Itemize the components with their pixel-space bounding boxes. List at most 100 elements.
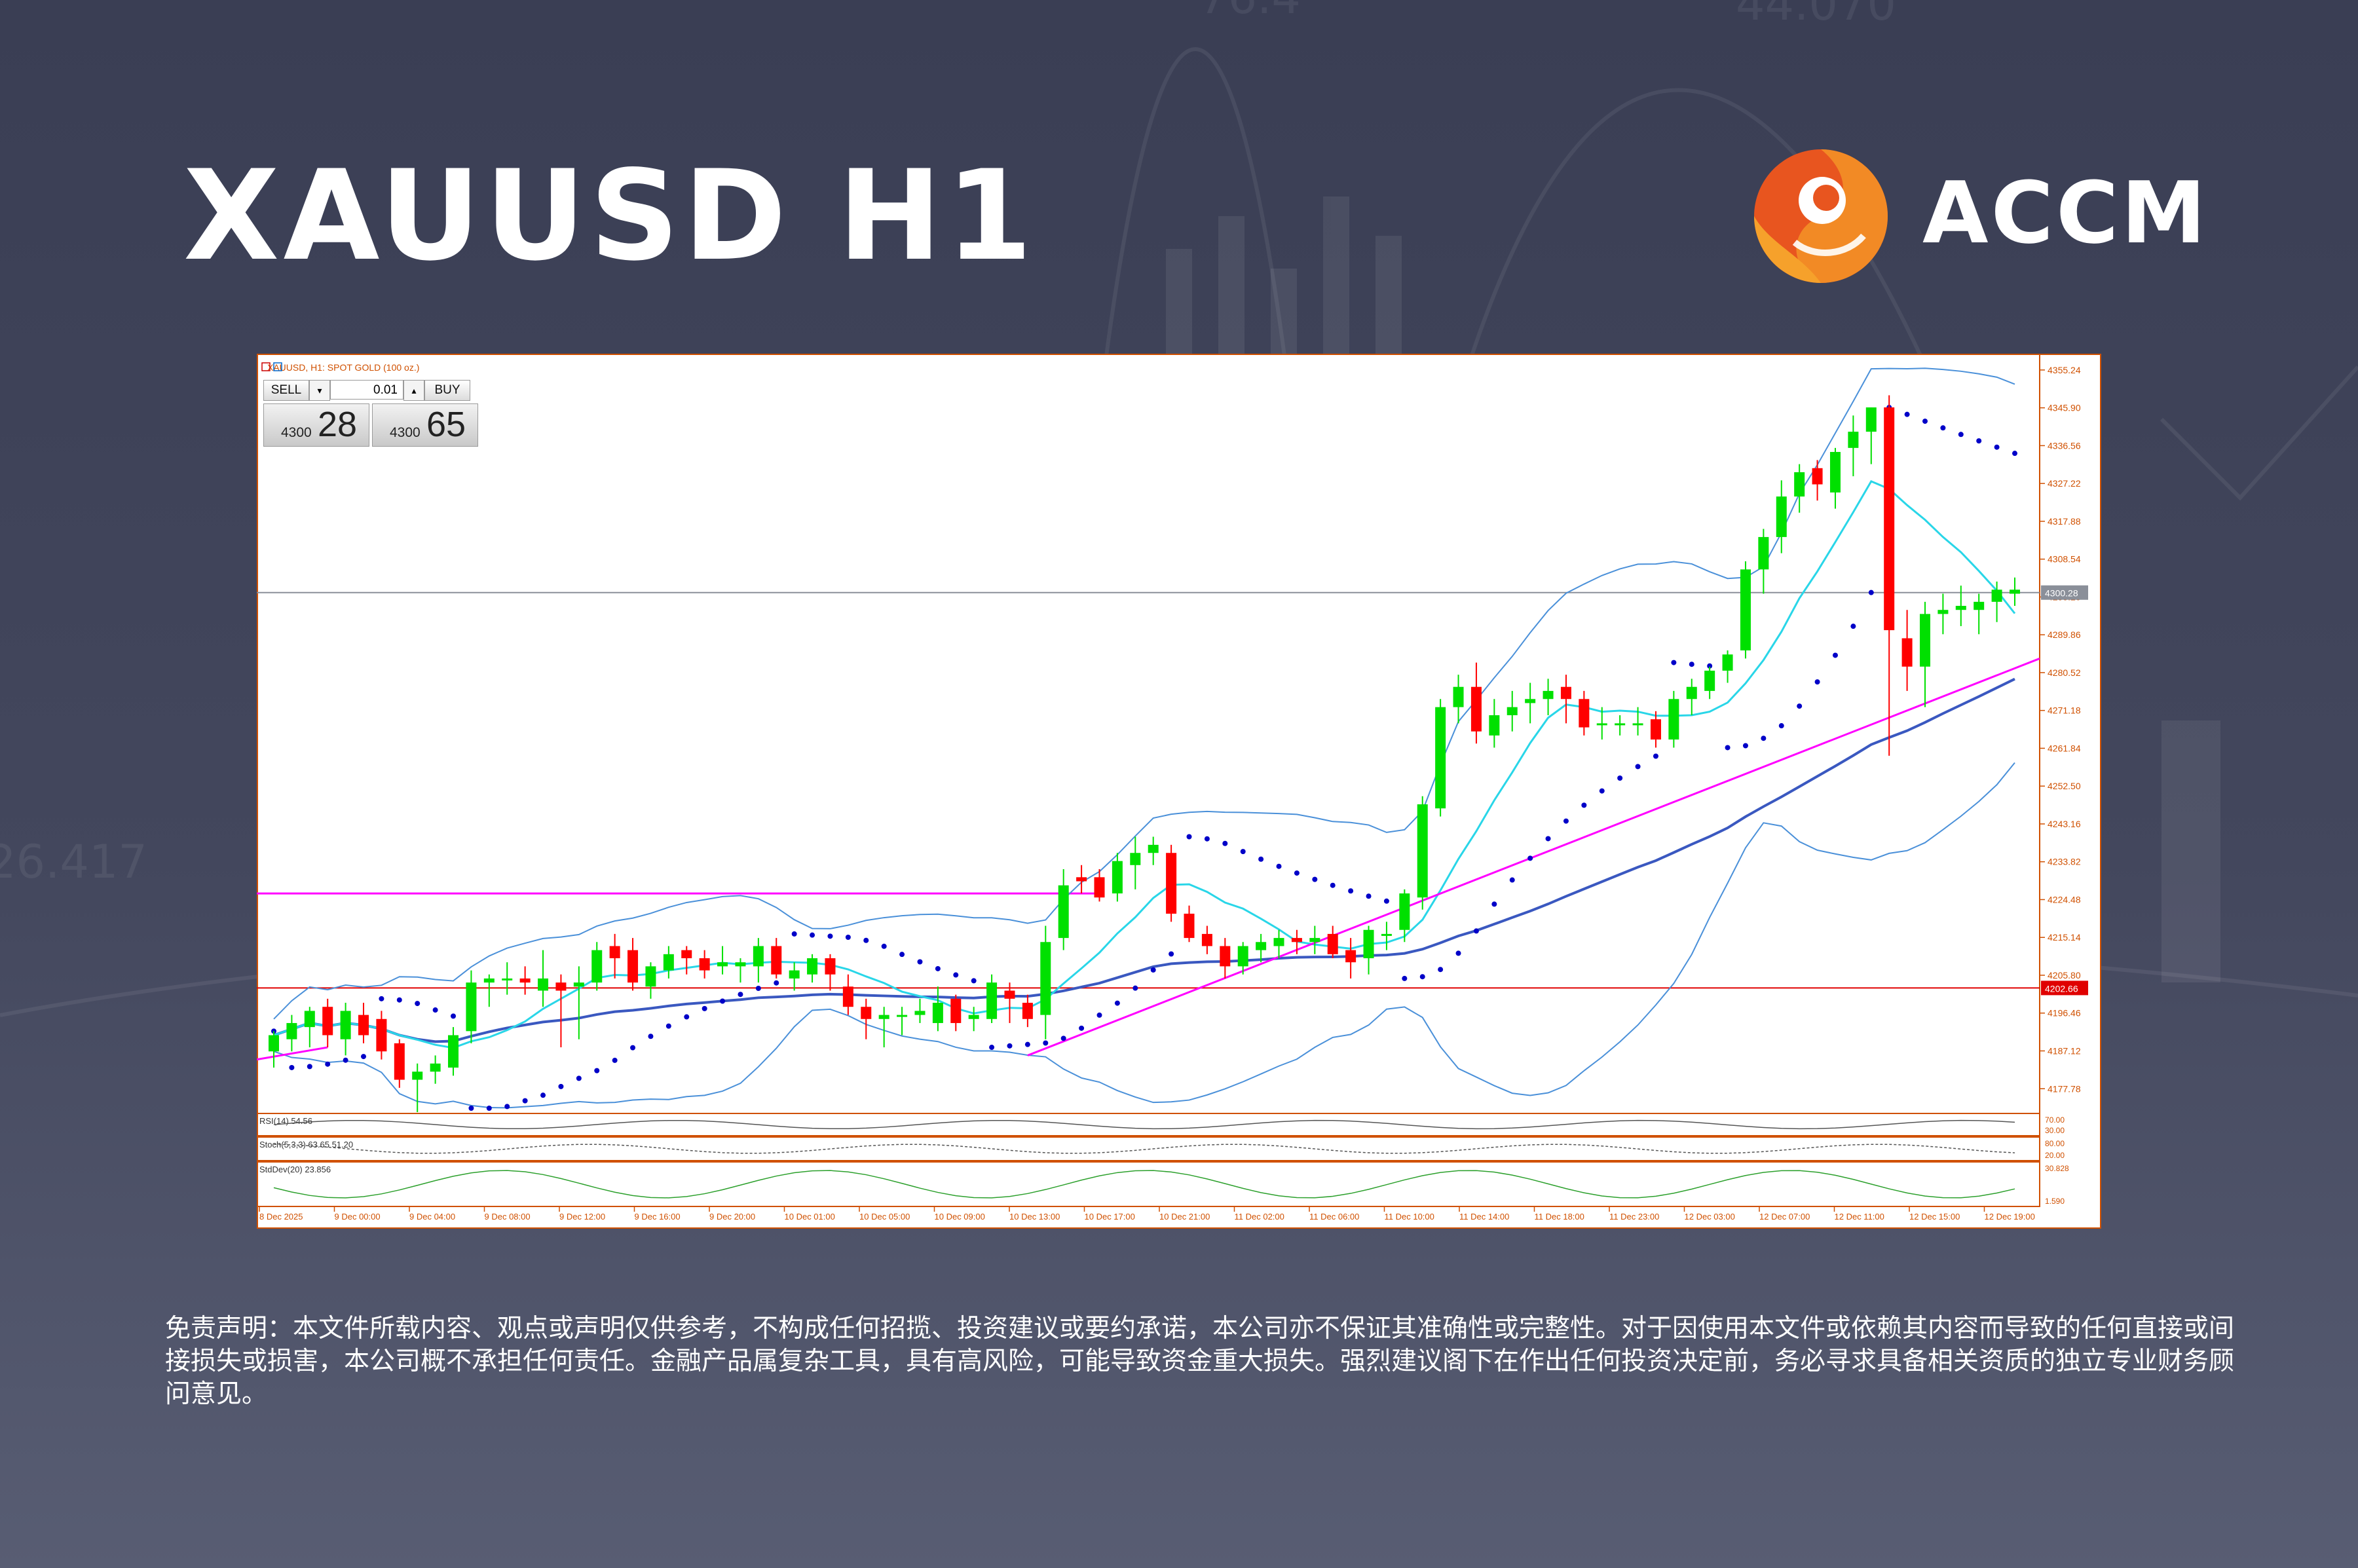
- candle-body: [735, 962, 746, 967]
- buy-price-pips: 65: [426, 405, 466, 444]
- sar-dot: [1007, 1043, 1013, 1049]
- candle-body: [1829, 452, 1841, 493]
- candle-body: [555, 982, 567, 991]
- sar-dot: [1060, 1036, 1066, 1041]
- sar-dot: [1581, 802, 1587, 808]
- sar-dot: [1689, 662, 1694, 667]
- page-title: XAUUSD H1: [183, 143, 1037, 288]
- candle-body: [358, 1015, 369, 1036]
- x-tick-label: 9 Dec 08:00: [485, 1212, 531, 1222]
- sar-dot: [1797, 703, 1803, 709]
- sar-dot: [1635, 764, 1641, 770]
- candle-body: [663, 954, 674, 971]
- sar-dot: [1330, 882, 1336, 888]
- candle-body: [1650, 719, 1661, 740]
- candle-body: [1560, 686, 1571, 700]
- sar-dot: [1868, 589, 1874, 595]
- candle-body: [914, 1011, 926, 1015]
- stoch-line: [273, 1144, 2015, 1154]
- y-tick-label: 4224.48: [2048, 894, 2081, 905]
- brand-name: ACCM: [1922, 163, 2209, 263]
- volume-down-icon[interactable]: ▾: [309, 380, 330, 401]
- sar-dot: [684, 1014, 690, 1020]
- stddev-axis-label: 1.590: [2045, 1197, 2065, 1206]
- sar-dot: [1599, 788, 1605, 794]
- sar-dot: [432, 1007, 438, 1013]
- stddev-axis-label: 30.828: [2045, 1164, 2069, 1173]
- sar-dot: [1096, 1012, 1102, 1018]
- sar-dot: [1617, 775, 1623, 781]
- candle-body: [1256, 942, 1267, 950]
- sar-dot: [1294, 870, 1300, 876]
- sar-dot: [881, 943, 887, 949]
- candle-body: [538, 978, 549, 991]
- y-tick-label: 4177.78: [2048, 1083, 2081, 1094]
- sar-dot: [1312, 876, 1318, 882]
- candle-body: [1776, 496, 1787, 537]
- y-tick-label: 4336.56: [2048, 440, 2081, 451]
- sar-dot: [791, 931, 797, 937]
- volume-up-icon[interactable]: ▴: [403, 380, 424, 401]
- early-trend-line: [256, 1046, 328, 1061]
- candle-body: [771, 946, 782, 975]
- candle-body: [1579, 699, 1590, 728]
- chart-frame: XAUUSD, H1: SPOT GOLD (100 oz.) 4355.24 43…: [256, 354, 2101, 1229]
- candle-body: [1812, 468, 1823, 485]
- y-tick-label: 4317.88: [2048, 516, 2081, 527]
- candle-body: [627, 950, 639, 983]
- candle-body: [269, 1035, 279, 1052]
- candle-body: [1865, 407, 1877, 432]
- candle-body: [1094, 877, 1105, 898]
- bg-number-1: 76.4: [1199, 0, 1301, 24]
- buy-price-button[interactable]: 4300 65: [372, 403, 478, 447]
- candle-body: [1632, 723, 1643, 726]
- sar-dot: [738, 992, 743, 998]
- sar-dot: [1222, 840, 1228, 846]
- sar-dot: [1778, 723, 1784, 729]
- bollinger-upper: [273, 367, 2015, 1020]
- sar-dot: [1438, 967, 1444, 973]
- candle-body: [1076, 877, 1087, 882]
- candle-body: [807, 958, 818, 975]
- sar-dot: [1707, 663, 1713, 669]
- sar-dot: [1348, 888, 1354, 894]
- brand-logo: ACCM: [1749, 144, 2206, 288]
- sell-price-button[interactable]: 4300 28: [263, 403, 369, 447]
- sar-dot: [810, 932, 815, 938]
- stddev-panel: [256, 1161, 2040, 1207]
- sar-dot: [361, 1054, 367, 1060]
- xauusd-chart: XAUUSD, H1: SPOT GOLD (100 oz.) 4355.24 43…: [256, 354, 2101, 1229]
- y-tick-label: 4280.52: [2048, 667, 2081, 678]
- accm-logo-icon: [1754, 149, 1888, 283]
- volume-input[interactable]: 0.01: [330, 380, 403, 400]
- x-tick-label: 10 Dec 17:00: [1085, 1212, 1135, 1222]
- sar-dot: [1653, 753, 1658, 759]
- sar-dot: [1563, 818, 1569, 824]
- sar-dot: [1114, 1000, 1120, 1006]
- candle-body: [1291, 938, 1302, 943]
- sell-button[interactable]: SELL: [263, 380, 309, 401]
- y-tick-label: 4345.90: [2048, 403, 2081, 413]
- candle-body: [1704, 670, 1715, 691]
- sar-dot: [630, 1045, 636, 1051]
- candle-body: [1435, 707, 1446, 809]
- x-tick-label: 12 Dec 11:00: [1835, 1212, 1884, 1222]
- candle-body: [412, 1072, 423, 1080]
- y-tick-label: 4243.16: [2048, 819, 2081, 829]
- y-tick-label: 4215.14: [2048, 932, 2081, 943]
- sar-dot: [1958, 432, 1964, 438]
- x-tick-label: 10 Dec 13:00: [1009, 1212, 1060, 1222]
- candle-body: [1417, 804, 1428, 898]
- buy-button[interactable]: BUY: [424, 380, 470, 401]
- candle-body: [1901, 638, 1913, 667]
- x-tick-label: 11 Dec 10:00: [1385, 1212, 1434, 1222]
- candle-body: [1686, 686, 1697, 700]
- candle-body: [1166, 853, 1177, 914]
- candle-body: [1399, 893, 1410, 930]
- sar-dot: [1976, 438, 1982, 444]
- stddev-line: [273, 1170, 2015, 1199]
- x-tick-label: 12 Dec 19:00: [1985, 1212, 2035, 1222]
- candle-body: [1991, 589, 2002, 602]
- x-tick-label: 11 Dec 14:00: [1459, 1212, 1509, 1222]
- one-click-trade-panel: SELL ▾ 0.01 ▴ BUY 4300 28 4300 65: [263, 380, 481, 449]
